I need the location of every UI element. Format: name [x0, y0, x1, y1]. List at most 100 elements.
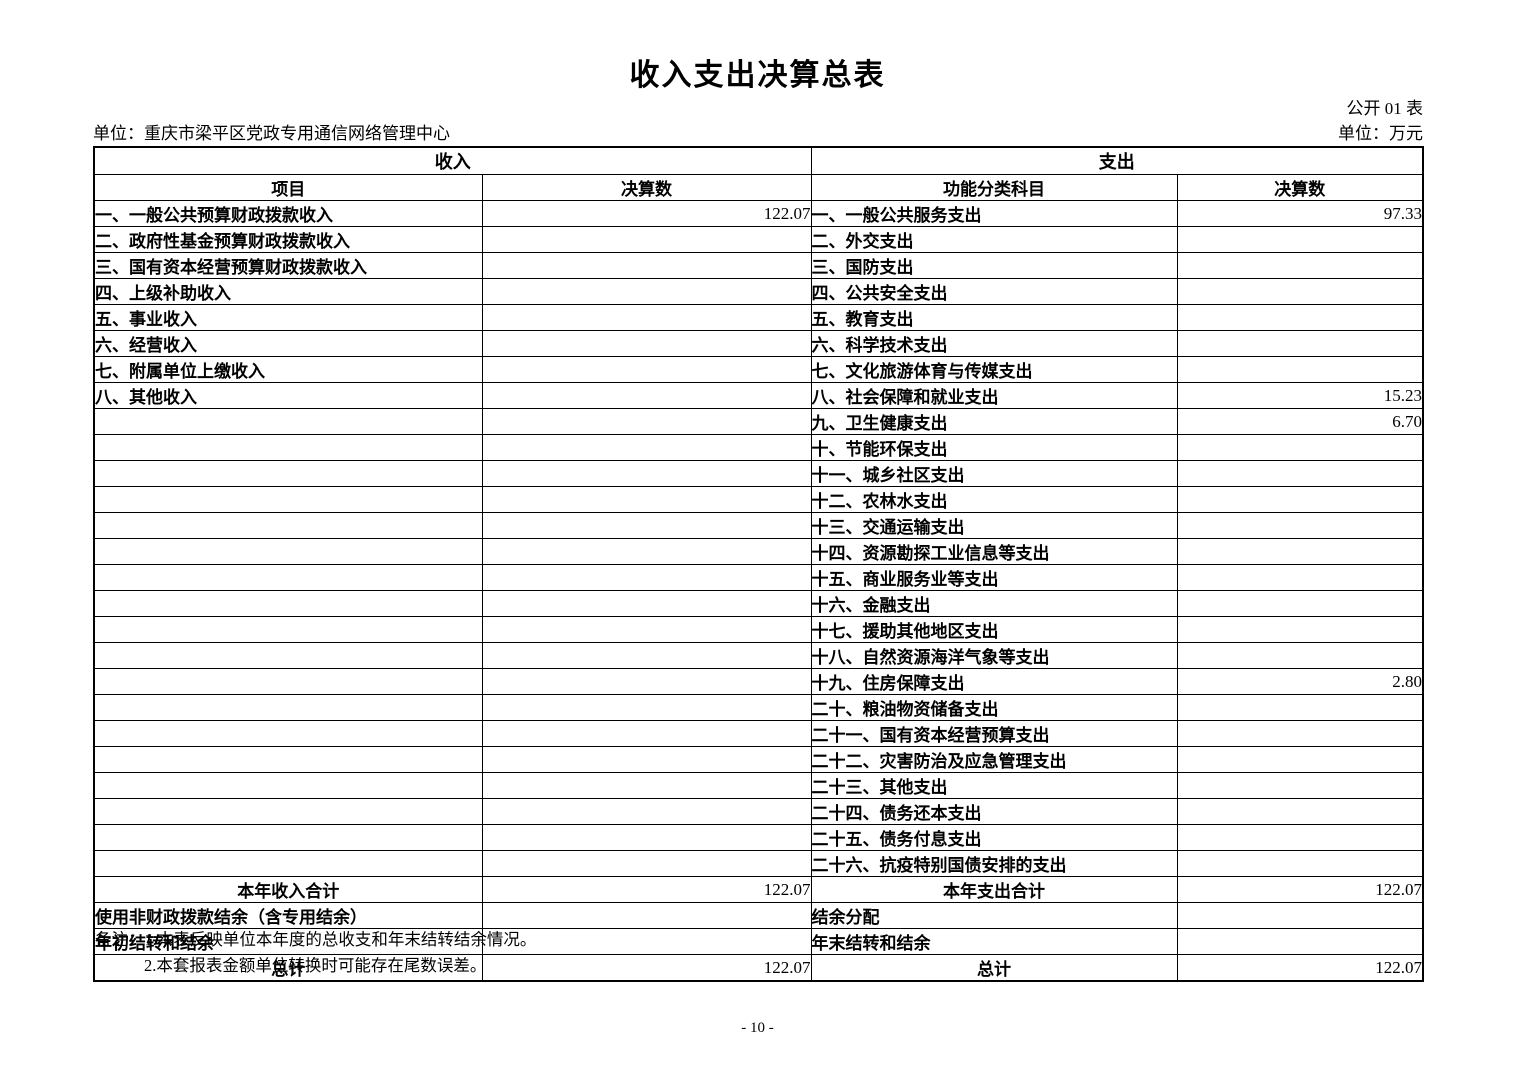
income-value-cell — [481, 746, 812, 773]
income-value-cell — [481, 798, 812, 825]
page-title: 收入支出决算总表 — [629, 59, 886, 92]
column-header-row: 项目 决算数 功能分类科目 决算数 — [93, 174, 1424, 201]
income-value-cell — [481, 382, 812, 409]
expense-value-cell: 122.07 — [1176, 876, 1424, 903]
income-item-cell — [93, 538, 483, 565]
income-value-cell — [481, 564, 812, 591]
expense-value-col-header: 决算数 — [1176, 174, 1424, 201]
table-row: 二十六、抗疫特别国债安排的支出 — [93, 850, 1424, 877]
expense-value-cell — [1176, 226, 1424, 253]
table-row: 七、附属单位上缴收入 七、文化旅游体育与传媒支出 — [93, 356, 1424, 383]
income-item-cell: 一、一般公共预算财政拨款收入 — [93, 200, 483, 227]
expense-item-cell: 七、文化旅游体育与传媒支出 — [810, 356, 1178, 383]
income-value-cell — [481, 694, 812, 721]
income-item-cell: 年初结转和结余 — [93, 928, 483, 955]
expense-item-cell: 八、社会保障和就业支出 — [810, 382, 1178, 409]
income-item-cell — [93, 694, 483, 721]
table-row: 二、政府性基金预算财政拨款收入 二、外交支出 — [93, 226, 1424, 253]
table-row: 三、国有资本经营预算财政拨款收入 三、国防支出 — [93, 252, 1424, 279]
income-value-cell — [481, 616, 812, 643]
expense-item-cell: 二十三、其他支出 — [810, 772, 1178, 799]
table-row: 八、其他收入 八、社会保障和就业支出 15.23 — [93, 382, 1424, 409]
table-row: 使用非财政拨款结余（含专用结余） 结余分配 — [93, 902, 1424, 929]
expense-section-header: 支出 — [810, 146, 1424, 175]
table-row: 十四、资源勘探工业信息等支出 — [93, 538, 1424, 565]
table-row: 九、卫生健康支出 6.70 — [93, 408, 1424, 435]
expense-value-cell: 6.70 — [1176, 408, 1424, 435]
notes: 备注：1.本表反映单位本年度的总收支和年末结转结余情况。 2.本套报表金额单位转… — [95, 927, 536, 979]
income-item-cell: 二、政府性基金预算财政拨款收入 — [93, 226, 483, 253]
expense-item-cell: 结余分配 — [810, 902, 1178, 929]
table-row: 十、节能环保支出 — [93, 434, 1424, 461]
income-item-cell — [93, 798, 483, 825]
income-item-cell — [93, 460, 483, 487]
expense-value-cell — [1176, 330, 1424, 357]
table-row: 五、事业收入 五、教育支出 — [93, 304, 1424, 331]
income-item-cell — [93, 746, 483, 773]
income-value-cell — [481, 772, 812, 799]
table-row: 十五、商业服务业等支出 — [93, 564, 1424, 591]
expense-value-cell — [1176, 694, 1424, 721]
income-item-cell: 七、附属单位上缴收入 — [93, 356, 483, 383]
note-text-1: 1.本表反映单位本年度的总收支和年末结转结余情况。 — [144, 930, 537, 949]
expense-item-cell: 十六、金融支出 — [810, 590, 1178, 617]
notes-label: 备注： — [95, 930, 145, 949]
table-row: 二十二、灾害防治及应急管理支出 — [93, 746, 1424, 773]
expense-item-cell: 十一、城乡社区支出 — [810, 460, 1178, 487]
table-row: 十三、交通运输支出 — [93, 512, 1424, 539]
table-row: 十七、援助其他地区支出 — [93, 616, 1424, 643]
income-value-cell — [481, 226, 812, 253]
expense-item-col-header: 功能分类科目 — [810, 174, 1178, 201]
table-row: 二十三、其他支出 — [93, 772, 1424, 799]
expense-value-cell — [1176, 902, 1424, 929]
page-number: - 10 - — [741, 1020, 774, 1036]
income-value-cell — [481, 720, 812, 747]
expense-item-cell: 九、卫生健康支出 — [810, 408, 1178, 435]
expense-item-cell: 十三、交通运输支出 — [810, 512, 1178, 539]
expense-value-cell — [1176, 278, 1424, 305]
expense-value-cell — [1176, 356, 1424, 383]
income-value-cell — [481, 460, 812, 487]
income-item-col-header: 项目 — [93, 174, 483, 201]
expense-item-cell: 三、国防支出 — [810, 252, 1178, 279]
expense-item-cell: 本年支出合计 — [810, 876, 1178, 903]
expense-item-cell: 二十六、抗疫特别国债安排的支出 — [810, 850, 1178, 877]
income-value-cell — [481, 486, 812, 513]
income-value-cell — [481, 330, 812, 357]
income-value-cell: 122.07 — [481, 954, 812, 982]
expense-item-cell: 十八、自然资源海洋气象等支出 — [810, 642, 1178, 669]
expense-item-cell: 二十一、国有资本经营预算支出 — [810, 720, 1178, 747]
income-item-cell: 三、国有资本经营预算财政拨款收入 — [93, 252, 483, 279]
income-item-cell — [93, 850, 483, 877]
expense-value-cell — [1176, 642, 1424, 669]
expense-item-cell: 二十二、灾害防治及应急管理支出 — [810, 746, 1178, 773]
expense-value-cell — [1176, 616, 1424, 643]
table-row: 四、上级补助收入 四、公共安全支出 — [93, 278, 1424, 305]
table-row: 二十、粮油物资储备支出 — [93, 694, 1424, 721]
expense-value-cell — [1176, 460, 1424, 487]
expense-item-cell: 年末结转和结余 — [810, 928, 1178, 955]
expense-value-cell: 122.07 — [1176, 954, 1424, 982]
table-row: 二十五、债务付息支出 — [93, 824, 1424, 851]
income-item-cell: 八、其他收入 — [93, 382, 483, 409]
income-item-cell: 四、上级补助收入 — [93, 278, 483, 305]
income-item-cell: 总计 — [93, 954, 483, 982]
expense-item-cell: 四、公共安全支出 — [810, 278, 1178, 305]
expense-value-cell — [1176, 304, 1424, 331]
expense-value-cell — [1176, 564, 1424, 591]
income-value-cell — [481, 902, 812, 929]
expense-item-cell: 十、节能环保支出 — [810, 434, 1178, 461]
table-row: 六、经营收入 六、科学技术支出 — [93, 330, 1424, 357]
table-row: 总计 122.07 总计 122.07 — [93, 954, 1424, 982]
table-row: 本年收入合计 122.07 本年支出合计 122.07 — [93, 876, 1424, 903]
expense-item-cell: 一、一般公共服务支出 — [810, 200, 1178, 227]
expense-value-cell — [1176, 252, 1424, 279]
table-row: 十九、住房保障支出 2.80 — [93, 668, 1424, 695]
table-row: 年初结转和结余 年末结转和结余 — [93, 928, 1424, 955]
income-value-cell — [481, 850, 812, 877]
table-row: 十二、农林水支出 — [93, 486, 1424, 513]
expense-value-cell — [1176, 746, 1424, 773]
income-item-cell — [93, 486, 483, 513]
expense-item-cell: 二十四、债务还本支出 — [810, 798, 1178, 825]
income-item-cell: 本年收入合计 — [93, 876, 483, 903]
